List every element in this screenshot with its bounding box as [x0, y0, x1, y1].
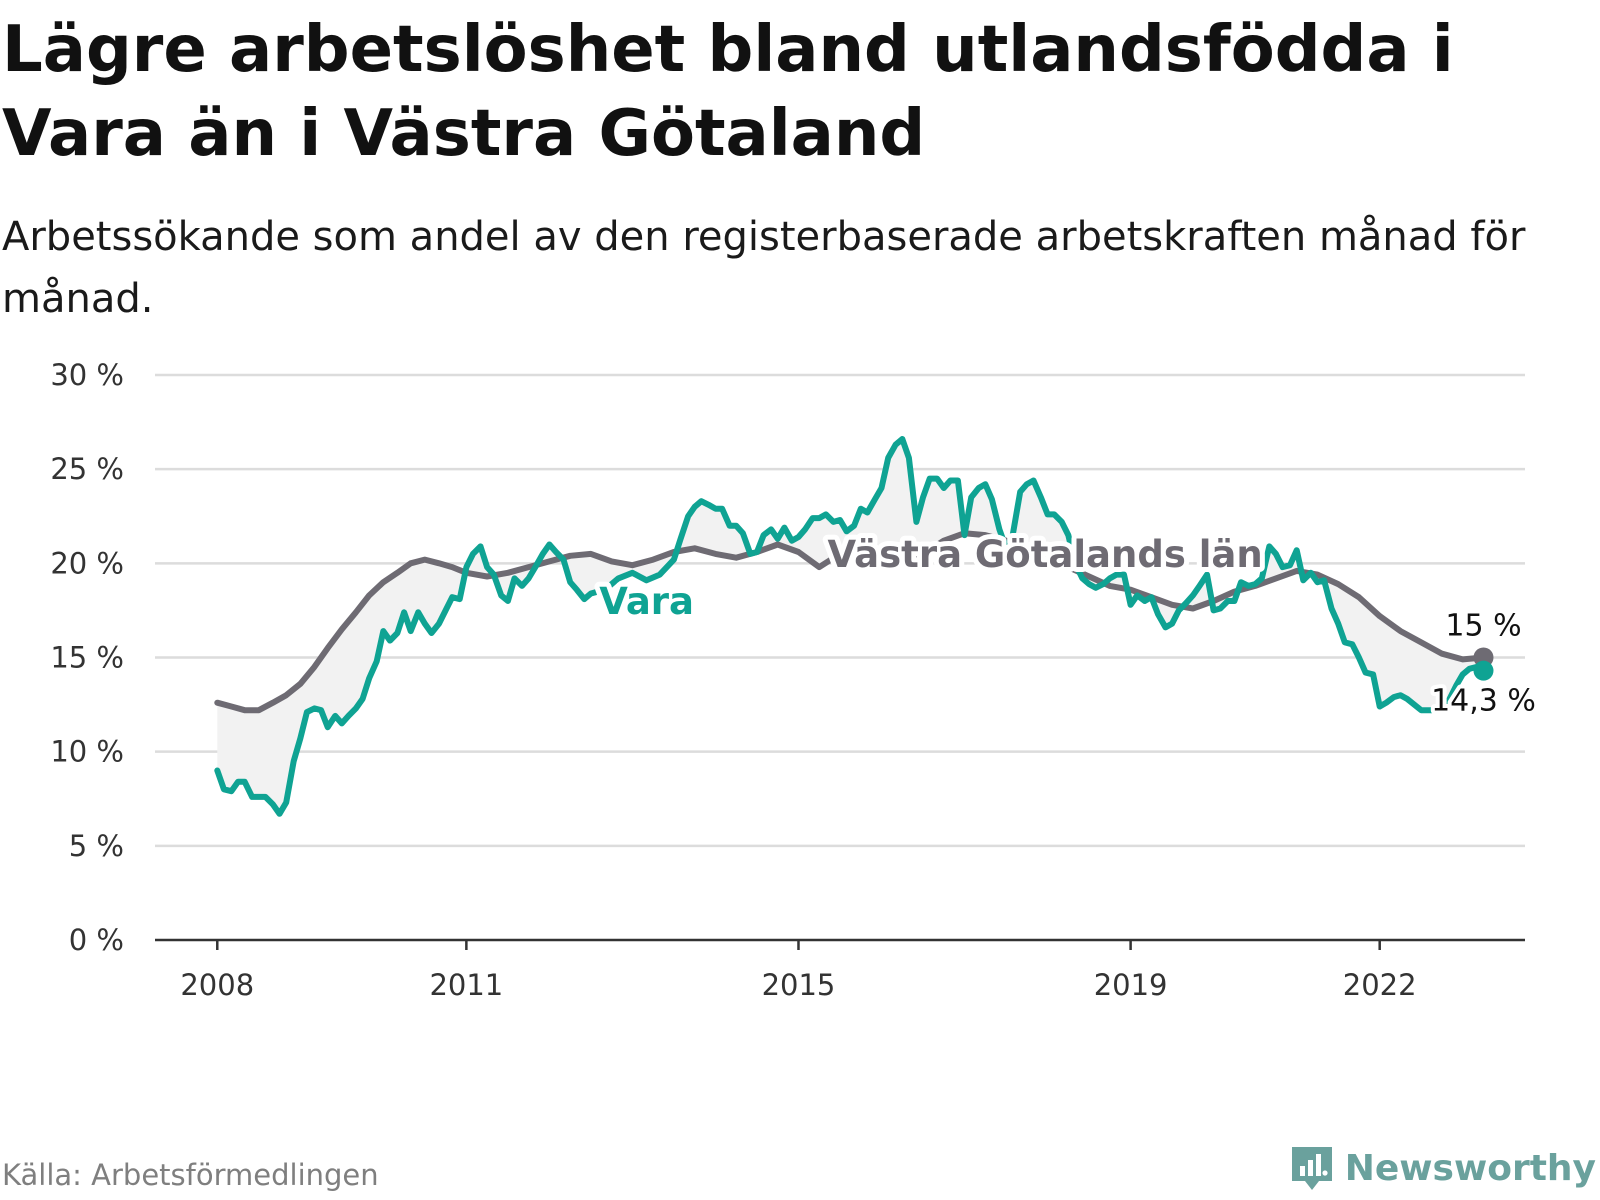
gridlines — [155, 373, 1525, 848]
y-tick-label: 30 % — [50, 358, 124, 392]
x-tick-label: 2015 — [762, 968, 836, 1002]
region-series-label: Västra Götalands län — [828, 533, 1263, 576]
y-tick-label: 5 % — [69, 829, 124, 863]
municipality-end-marker — [1473, 660, 1494, 681]
x-axis-ticks: 2008 2011 2015 2019 2022 — [180, 940, 1417, 1002]
x-tick-label: 2019 — [1094, 968, 1168, 1002]
region-end-value-label: 15 % — [1445, 609, 1521, 644]
brand-name: Newsworthy — [1344, 1147, 1596, 1189]
x-tick-label: 2008 — [180, 968, 254, 1002]
y-tick-label: 15 % — [50, 641, 124, 675]
x-tick-label: 2022 — [1343, 968, 1417, 1002]
source-note: Källa: Arbetsförmedlingen — [2, 1158, 379, 1192]
series-labels: Västra Götalands län Vara — [594, 528, 1268, 628]
line-chart: 0 %5 %10 %15 %20 %25 %30 % 2008 2011 2015 2… — [50, 358, 1540, 1002]
y-tick-label: 20 % — [50, 546, 124, 580]
end-markers: 15 % 14,3 % — [1427, 605, 1540, 723]
y-tick-label: 25 % — [50, 452, 124, 486]
newsworthy-logo-icon — [1291, 1147, 1332, 1190]
y-tick-label: 0 % — [69, 923, 124, 957]
y-axis-ticks: 0 % 5 % 10 % 15 % 20 % 25 % 30 % — [50, 358, 124, 957]
chart-title: Lägre arbetslöshet bland utlandsfödda i … — [2, 13, 1454, 171]
y-tick-label: 10 % — [50, 735, 124, 769]
municipality-end-value-label: 14,3 % — [1431, 684, 1536, 719]
municipality-series-line — [214, 436, 1487, 817]
brand-logo: Newsworthy — [1289, 1144, 1596, 1192]
municipality-series-label: Vara — [599, 580, 694, 623]
chart-subtitle: Arbetssökande som andel av den registerb… — [2, 214, 1526, 322]
x-tick-label: 2011 — [429, 968, 503, 1002]
